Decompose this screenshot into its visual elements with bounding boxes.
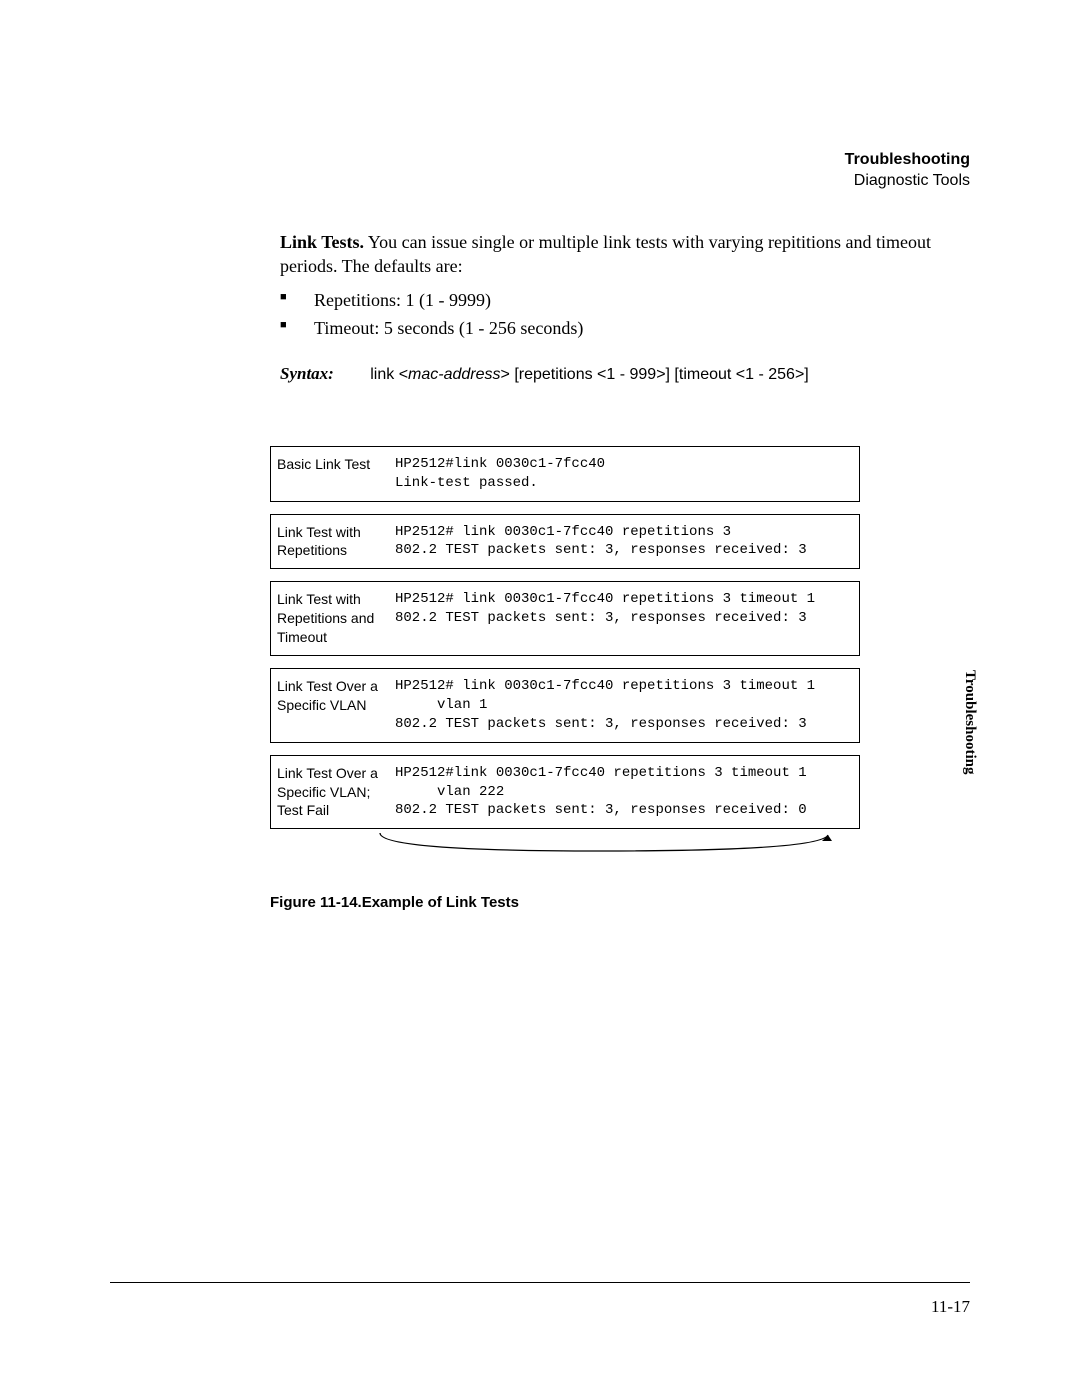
example-output: HP2512#link 0030c1-7fcc40 Link-test pass…: [395, 455, 605, 493]
defaults-list: Repetitions: 1 (1 - 9999) Timeout: 5 sec…: [280, 288, 970, 341]
syntax-label: Syntax:: [280, 363, 366, 386]
example-row: Link Test with Repetitions HP2512# link …: [270, 514, 860, 570]
example-label: Link Test with Repetitions and Timeout: [277, 590, 395, 647]
callout-arrow-icon: [370, 831, 840, 859]
example-row-last: Link Test Over a Specific VLAN; Test Fai…: [270, 755, 860, 875]
example-row: Link Test Over a Specific VLAN HP2512# l…: [270, 668, 860, 743]
intro-text: You can issue single or multiple link te…: [280, 232, 931, 276]
example-row: Link Test with Repetitions and Timeout H…: [270, 581, 860, 656]
syntax-pre: link <: [370, 366, 408, 383]
figure-caption: Figure 11-14.Example of Link Tests: [270, 894, 970, 911]
page-content: Troubleshooting Diagnostic Tools Link Te…: [110, 150, 970, 1317]
intro-paragraph: Link Tests. You can issue single or mult…: [280, 230, 970, 386]
list-item: Timeout: 5 seconds (1 - 256 seconds): [280, 316, 970, 340]
example-output: HP2512#link 0030c1-7fcc40 repetitions 3 …: [395, 764, 807, 821]
header-subtitle: Diagnostic Tools: [110, 171, 970, 192]
syntax-line: Syntax: link <mac-address> [repetitions …: [280, 363, 970, 386]
example-label: Basic Link Test: [277, 455, 395, 474]
page-header: Troubleshooting Diagnostic Tools: [110, 150, 970, 192]
list-item: Repetitions: 1 (1 - 9999): [280, 288, 970, 312]
syntax-italic: mac-address: [408, 366, 500, 383]
example-output: HP2512# link 0030c1-7fcc40 repetitions 3…: [395, 677, 815, 734]
header-title: Troubleshooting: [110, 150, 970, 171]
example-output: HP2512# link 0030c1-7fcc40 repetitions 3…: [395, 590, 815, 628]
example-label: Link Test with Repetitions: [277, 523, 395, 561]
page-footer: 11-17: [110, 1282, 970, 1317]
syntax-post: > [repetitions <1 - 999>] [timeout <1 - …: [501, 366, 809, 383]
example-label: Link Test Over a Specific VLAN; Test Fai…: [277, 764, 395, 821]
intro-lead: Link Tests.: [280, 232, 364, 252]
example-label: Link Test Over a Specific VLAN: [277, 677, 395, 715]
examples-figure: Basic Link Test HP2512#link 0030c1-7fcc4…: [270, 446, 860, 875]
side-tab: Troubleshooting: [961, 670, 978, 774]
example-output: HP2512# link 0030c1-7fcc40 repetitions 3…: [395, 523, 807, 561]
syntax-command: link <mac-address> [repetitions <1 - 999…: [370, 366, 808, 383]
page-number: 11-17: [110, 1297, 970, 1317]
example-row: Link Test Over a Specific VLAN; Test Fai…: [270, 755, 860, 830]
example-row: Basic Link Test HP2512#link 0030c1-7fcc4…: [270, 446, 860, 502]
